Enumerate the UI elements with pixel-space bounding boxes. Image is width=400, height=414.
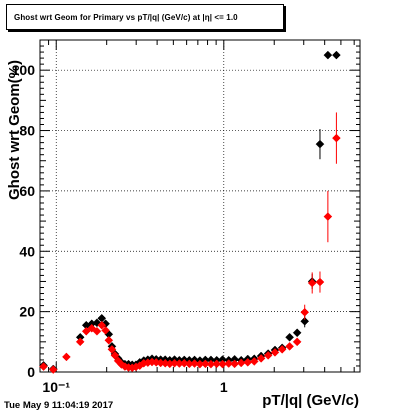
data-point-red bbox=[104, 335, 114, 345]
data-point-red bbox=[97, 320, 107, 330]
data-point-black bbox=[332, 50, 341, 60]
chart-title: Ghost wrt Geom for Primary vs pT/|q| (Ge… bbox=[6, 4, 284, 30]
data-point-red bbox=[315, 277, 325, 287]
data-point-red bbox=[230, 359, 239, 369]
data-point-red bbox=[200, 359, 210, 369]
data-point-red bbox=[263, 351, 273, 360]
data-point-black bbox=[300, 316, 310, 326]
x-axis-label: pT/|q| (GeV/c) bbox=[262, 392, 359, 409]
axis-ticks: 10⁻¹ 1 0 20 40 60 80 100 bbox=[12, 39, 360, 395]
plot-frame bbox=[39, 39, 361, 373]
y-tick-label: 60 bbox=[19, 183, 35, 199]
y-tick-label: 20 bbox=[19, 304, 35, 320]
data-point-red bbox=[277, 345, 287, 354]
data-points bbox=[39, 50, 341, 374]
timestamp: Tue May 9 11:04:19 2017 bbox=[4, 400, 114, 411]
data-point-red bbox=[256, 354, 266, 363]
data-point-red bbox=[307, 278, 317, 288]
data-point-red bbox=[75, 337, 85, 347]
data-point-red bbox=[270, 348, 280, 357]
y-axis-label: Ghost wrt Geom(%) bbox=[6, 60, 23, 200]
y-tick-label: 100 bbox=[12, 62, 36, 78]
data-point-black bbox=[323, 50, 333, 60]
data-point-red bbox=[62, 352, 71, 362]
data-point-black bbox=[315, 139, 325, 149]
data-point-red bbox=[107, 345, 117, 354]
data-point-red bbox=[285, 341, 294, 351]
data-point-red bbox=[101, 325, 110, 335]
data-point-red bbox=[212, 359, 222, 369]
data-point-red bbox=[292, 337, 302, 347]
data-point-red bbox=[190, 359, 199, 368]
data-point-red bbox=[39, 362, 48, 371]
data-point-black bbox=[285, 332, 294, 342]
data-point-red bbox=[48, 365, 58, 374]
y-tick-label: 0 bbox=[27, 364, 35, 380]
data-point-black bbox=[292, 328, 302, 338]
x-tick-label: 10⁻¹ bbox=[42, 379, 70, 395]
data-point-red bbox=[92, 326, 102, 336]
data-point-red bbox=[224, 359, 234, 368]
y-tick-label: 80 bbox=[19, 123, 35, 139]
y-tick-label: 40 bbox=[19, 243, 35, 259]
x-tick-label: 1 bbox=[220, 379, 228, 395]
data-point-red bbox=[236, 358, 246, 368]
data-point-red bbox=[300, 307, 310, 317]
grid-lines bbox=[40, 40, 360, 372]
data-point-red bbox=[110, 351, 120, 360]
data-point-red bbox=[323, 212, 333, 221]
data-point-red bbox=[81, 326, 91, 336]
data-point-red bbox=[332, 133, 341, 143]
data-point-red bbox=[249, 357, 259, 366]
